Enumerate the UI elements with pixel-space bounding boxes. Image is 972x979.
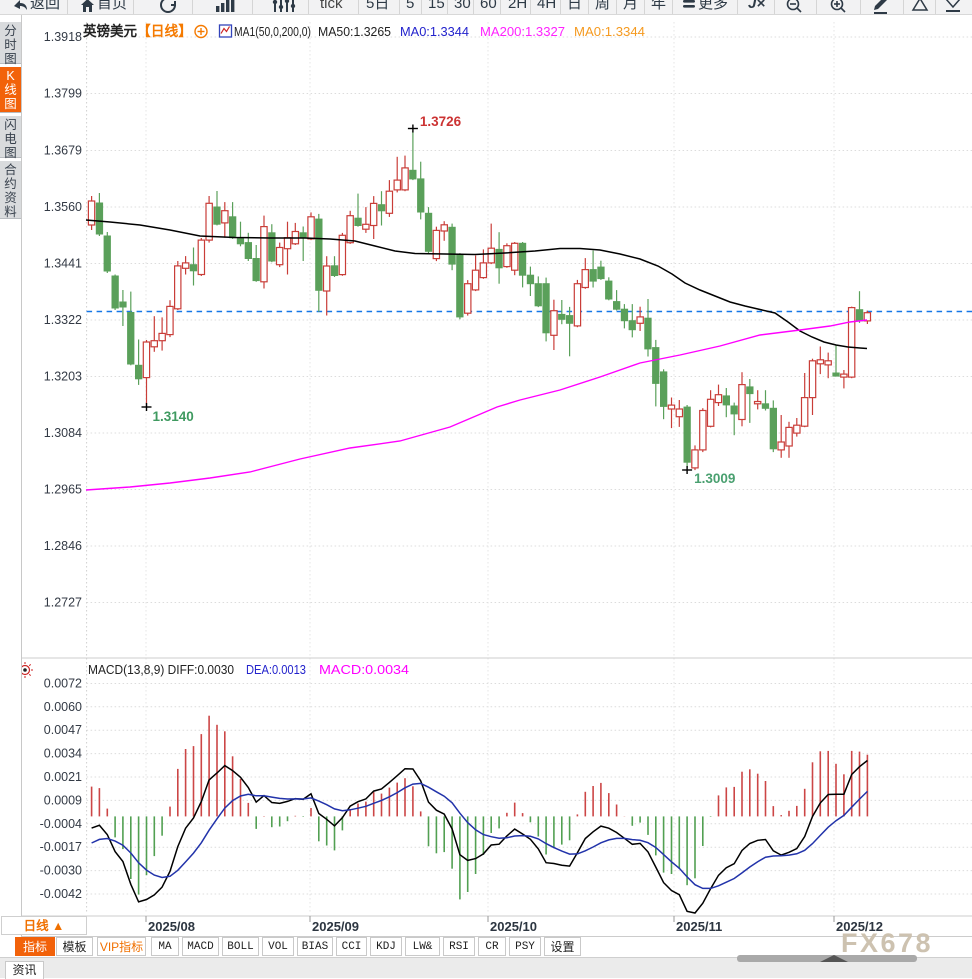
svg-text:0.0047: 0.0047 — [44, 723, 82, 737]
svg-text:-0.0030: -0.0030 — [40, 864, 82, 878]
svg-text:1.3726: 1.3726 — [420, 114, 462, 129]
svg-text:MA0:1.3344: MA0:1.3344 — [574, 25, 645, 39]
svg-text:-0.0042: -0.0042 — [40, 887, 82, 901]
svg-text:MA200:1.3327: MA200:1.3327 — [480, 25, 565, 39]
svg-text:DEA:0.0013: DEA:0.0013 — [246, 662, 306, 677]
svg-text:1.3322: 1.3322 — [44, 313, 82, 327]
svg-text:MA0:1.3344: MA0:1.3344 — [400, 25, 469, 39]
svg-text:英镑美元: 英镑美元 — [82, 23, 137, 39]
svg-text:0.0034: 0.0034 — [44, 747, 82, 761]
svg-text:2025/12: 2025/12 — [836, 919, 883, 934]
svg-text:1.3009: 1.3009 — [694, 471, 735, 486]
svg-text:1.3140: 1.3140 — [153, 409, 194, 424]
svg-text:MA50:1.3265: MA50:1.3265 — [318, 25, 391, 39]
svg-text:0.0021: 0.0021 — [44, 770, 82, 784]
svg-text:2025/09: 2025/09 — [312, 919, 359, 934]
svg-text:MACD:0.0034: MACD:0.0034 — [319, 662, 409, 677]
svg-text:1.3799: 1.3799 — [44, 87, 82, 101]
svg-text:2025/10: 2025/10 — [490, 919, 537, 934]
svg-text:1.2727: 1.2727 — [44, 596, 82, 610]
svg-text:MA1(50,0,200,0): MA1(50,0,200,0) — [234, 25, 311, 39]
svg-text:0.0072: 0.0072 — [44, 677, 82, 691]
svg-text:1.3918: 1.3918 — [44, 30, 82, 44]
svg-text:1.2846: 1.2846 — [44, 539, 82, 553]
svg-text:1.3679: 1.3679 — [44, 144, 82, 158]
svg-text:0.0009: 0.0009 — [44, 793, 82, 807]
svg-text:-0.0004: -0.0004 — [40, 817, 82, 831]
svg-text:1.3560: 1.3560 — [44, 200, 82, 214]
svg-text:1.2965: 1.2965 — [44, 483, 82, 497]
svg-text:2025/08: 2025/08 — [148, 919, 195, 934]
svg-text:1.3203: 1.3203 — [44, 370, 82, 384]
svg-text:【日线】: 【日线】 — [137, 23, 192, 39]
svg-text:1.3084: 1.3084 — [44, 426, 82, 440]
svg-text:1.3441: 1.3441 — [44, 257, 82, 271]
svg-text:0.0060: 0.0060 — [44, 700, 82, 714]
svg-text:FX678: FX678 — [841, 928, 933, 958]
svg-text:2025/11: 2025/11 — [676, 919, 722, 934]
svg-text:MACD(13,8,9) DIFF:0.0030: MACD(13,8,9) DIFF:0.0030 — [88, 662, 234, 677]
svg-text:-0.0017: -0.0017 — [40, 840, 82, 854]
